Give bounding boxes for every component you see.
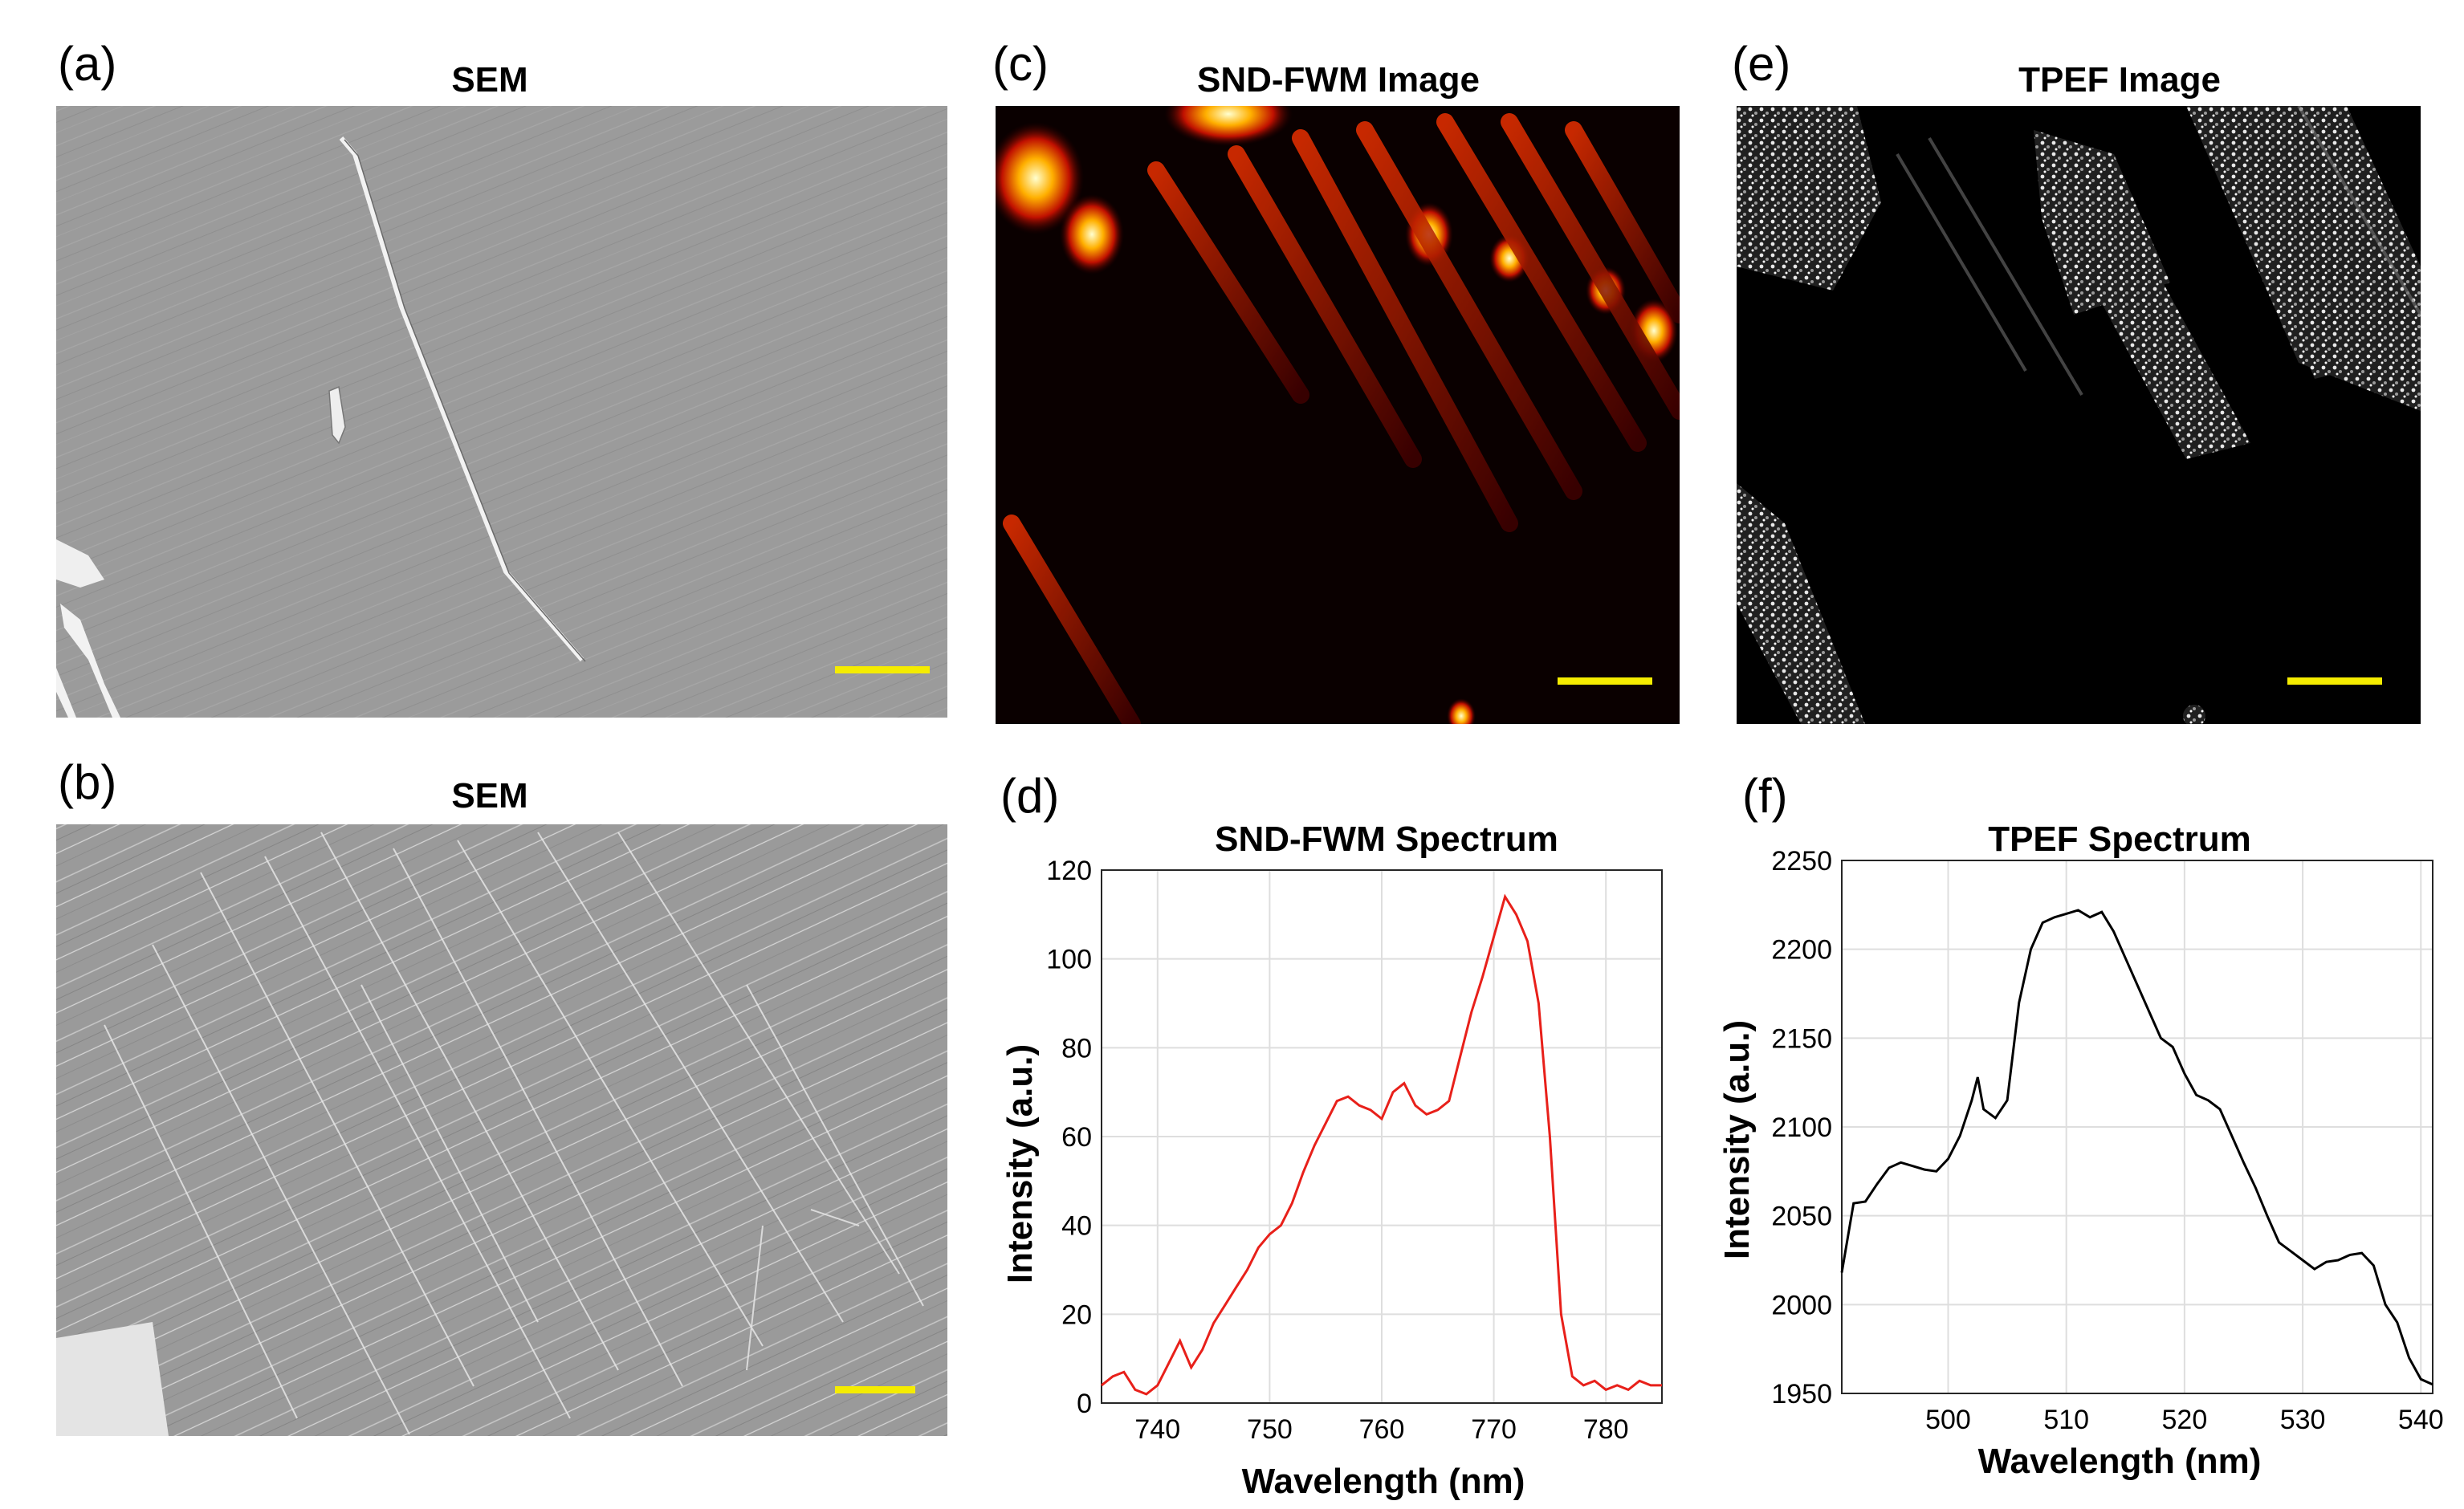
y-tick-label: 20 xyxy=(1061,1300,1092,1330)
tpef-spectrum-chart: TPEF Spectrum 500 510 520 530 540 1950 2000 205… xyxy=(1718,820,2444,1481)
chart-d-ylabel: Intensity (a.u.) xyxy=(1000,1044,1040,1283)
chart-d-ticks: 740 750 760 770 780 0 20 40 60 80 100 120 xyxy=(1046,856,1628,1445)
y-tick-label: 0 xyxy=(1077,1389,1092,1419)
x-tick-label: 520 xyxy=(2162,1405,2208,1435)
x-tick-label: 530 xyxy=(2280,1405,2326,1435)
y-tick-label: 40 xyxy=(1061,1211,1092,1242)
y-tick-label: 2000 xyxy=(1771,1290,1832,1320)
x-tick-label: 540 xyxy=(2398,1405,2444,1435)
panel-letter-d: (d) xyxy=(1000,769,1060,823)
scale-bar-c xyxy=(1558,677,1652,685)
panel-letter-f: (f) xyxy=(1742,769,1788,823)
chart-f-series-line xyxy=(1840,909,2433,1386)
panel-title-e: TPEF Image xyxy=(2018,60,2221,100)
y-tick-label: 80 xyxy=(1061,1033,1092,1064)
x-tick-label: 510 xyxy=(2043,1405,2089,1435)
snd-fwm-spectrum-chart: SND-FWM Spectrum 740 750 760 770 780 0 20 40 60 8… xyxy=(1000,820,1663,1501)
panel-letter-a: (a) xyxy=(58,37,117,91)
x-tick-label: 500 xyxy=(1925,1405,1971,1435)
chart-f-ylabel: Intensity (a.u.) xyxy=(1718,1020,1757,1259)
y-tick-label: 2050 xyxy=(1771,1202,1832,1232)
y-tick-label: 60 xyxy=(1061,1122,1092,1153)
y-tick-label: 2250 xyxy=(1771,846,1832,877)
y-tick-label: 2150 xyxy=(1771,1023,1832,1054)
chart-f-ticks: 500 510 520 530 540 1950 2000 2050 2100 2150 2200 2… xyxy=(1771,846,2443,1435)
panel-title-c: SND-FWM Image xyxy=(1197,60,1480,100)
panel-letter-e: (e) xyxy=(1732,37,1791,91)
y-tick-label: 2200 xyxy=(1771,935,1832,966)
panel-title-a: SEM xyxy=(451,60,528,100)
y-tick-label: 2100 xyxy=(1771,1112,1832,1143)
scale-bar-a xyxy=(835,666,930,673)
x-tick-label: 770 xyxy=(1471,1414,1517,1445)
chart-d-series-line xyxy=(1101,893,1662,1396)
x-tick-label: 780 xyxy=(1583,1414,1629,1445)
scale-bar-b xyxy=(835,1386,915,1393)
sem-image-a xyxy=(56,106,947,718)
y-tick-label: 100 xyxy=(1046,945,1092,975)
panel-letter-b: (b) xyxy=(58,755,117,809)
x-tick-label: 740 xyxy=(1134,1414,1180,1445)
scale-bar-e xyxy=(2287,677,2382,685)
chart-f-frame xyxy=(1841,860,2433,1394)
snd-fwm-image xyxy=(996,106,1680,724)
x-tick-label: 760 xyxy=(1359,1414,1405,1445)
chart-f-xlabel: Wavelength (nm) xyxy=(1978,1442,2262,1481)
panel-title-b: SEM xyxy=(451,776,528,816)
y-tick-label: 1950 xyxy=(1771,1379,1832,1409)
x-tick-label: 750 xyxy=(1247,1414,1293,1445)
chart-f-grid xyxy=(1842,860,2433,1394)
tpef-image xyxy=(1737,106,2421,724)
sem-image-b xyxy=(56,824,947,1436)
chart-d-xlabel: Wavelength (nm) xyxy=(1242,1462,1525,1501)
panel-letter-c: (c) xyxy=(992,37,1049,91)
chart-title-f: TPEF Spectrum xyxy=(1988,820,2251,859)
chart-title-d: SND-FWM Spectrum xyxy=(1215,820,1558,859)
y-tick-label: 120 xyxy=(1046,856,1092,886)
chart-d-frame xyxy=(1101,869,1663,1404)
chart-d-grid xyxy=(1102,869,1662,1404)
